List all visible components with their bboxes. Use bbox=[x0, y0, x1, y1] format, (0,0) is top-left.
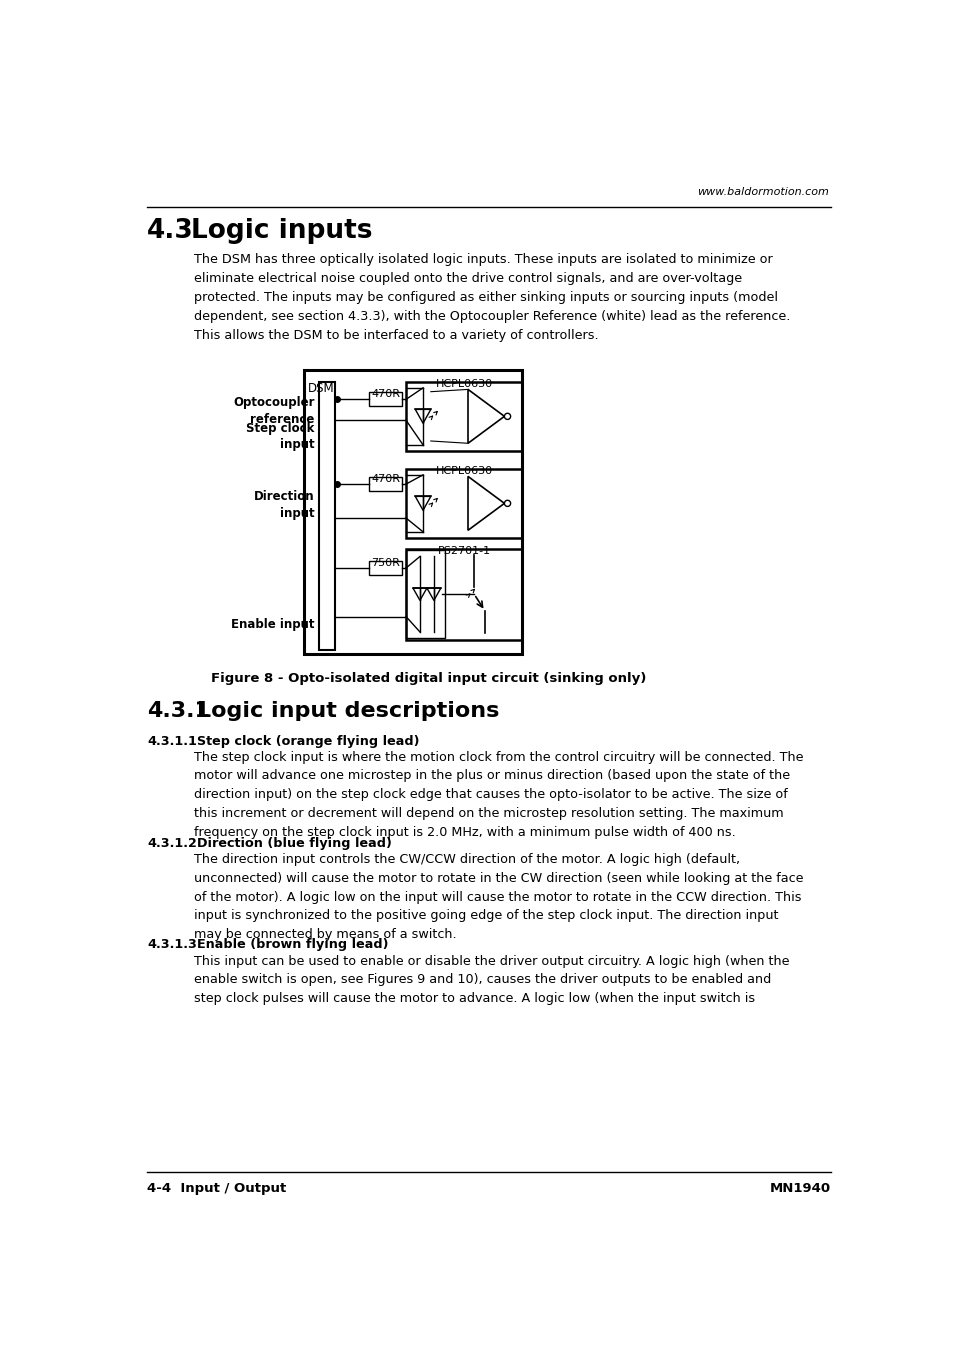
Text: Direction
input: Direction input bbox=[253, 491, 314, 519]
Bar bbox=[406, 381, 521, 452]
Text: Logic input descriptions: Logic input descriptions bbox=[196, 702, 498, 721]
Text: MN1940: MN1940 bbox=[769, 1183, 830, 1195]
Text: The direction input controls the CW/CCW direction of the motor. A logic high (de: The direction input controls the CW/CCW … bbox=[193, 853, 802, 941]
Text: Figure 8 - Opto-isolated digital input circuit (sinking only): Figure 8 - Opto-isolated digital input c… bbox=[211, 672, 645, 685]
Bar bbox=[369, 392, 402, 407]
Bar bbox=[406, 549, 521, 639]
Text: Enable (brown flying lead): Enable (brown flying lead) bbox=[196, 938, 388, 952]
Text: HCPL0630: HCPL0630 bbox=[436, 380, 492, 389]
Text: www.baldormotion.com: www.baldormotion.com bbox=[697, 188, 828, 197]
Text: 4.3.1: 4.3.1 bbox=[147, 702, 210, 721]
Text: HCPL0630: HCPL0630 bbox=[436, 466, 492, 476]
Text: 750R: 750R bbox=[371, 558, 399, 568]
Text: This input can be used to enable or disable the driver output circuitry. A logic: This input can be used to enable or disa… bbox=[193, 955, 788, 1005]
Bar bbox=[406, 550, 444, 638]
Text: DSM: DSM bbox=[308, 383, 335, 396]
Bar bbox=[406, 469, 521, 538]
Bar bbox=[319, 381, 335, 650]
Text: 4-4  Input / Output: 4-4 Input / Output bbox=[147, 1183, 286, 1195]
Text: Step clock (orange flying lead): Step clock (orange flying lead) bbox=[196, 735, 418, 748]
Text: 4.3.1.1: 4.3.1.1 bbox=[147, 735, 197, 748]
Bar bbox=[303, 370, 521, 653]
Text: 470R: 470R bbox=[371, 389, 399, 399]
Text: Enable input: Enable input bbox=[231, 618, 314, 631]
Text: 4.3.1.2: 4.3.1.2 bbox=[147, 837, 197, 850]
Text: Optocoupler
reference: Optocoupler reference bbox=[233, 396, 314, 426]
Text: 4.3.1.3: 4.3.1.3 bbox=[147, 938, 197, 952]
Bar bbox=[369, 477, 402, 491]
Text: 4.3: 4.3 bbox=[147, 218, 193, 243]
Text: The DSM has three optically isolated logic inputs. These inputs are isolated to : The DSM has three optically isolated log… bbox=[193, 253, 789, 342]
Text: Logic inputs: Logic inputs bbox=[191, 218, 372, 243]
Bar bbox=[369, 561, 402, 575]
Text: Step clock
input: Step clock input bbox=[246, 422, 314, 452]
Text: Direction (blue flying lead): Direction (blue flying lead) bbox=[196, 837, 392, 850]
Text: The step clock input is where the motion clock from the control circuitry will b: The step clock input is where the motion… bbox=[193, 750, 802, 838]
Text: PS2701-1: PS2701-1 bbox=[437, 546, 490, 557]
Text: 470R: 470R bbox=[371, 475, 399, 484]
